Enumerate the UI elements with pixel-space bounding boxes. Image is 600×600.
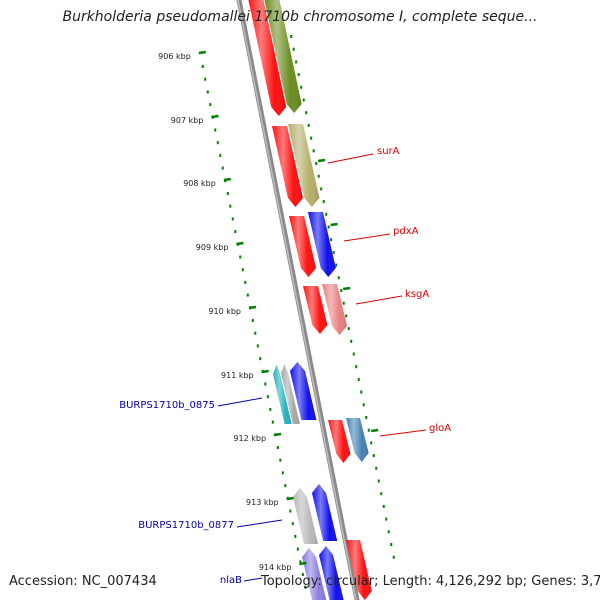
gene-label[interactable]: pdxA [393,226,419,237]
tick-track: 906 kbp 907 kbp 908 kbp 909 kbp 910 kbp 911 k… [158,50,379,572]
gene-label-track: surA pdxA ksgA gloA BURPS1710b_0875 BURPS1710… [119,146,451,586]
gene-feature[interactable] [328,420,351,463]
gene-feature[interactable] [272,126,303,207]
tick-label: 911 kbp [221,371,254,380]
tick-label: 914 kbp [259,563,292,572]
tick-label: 909 kbp [196,243,229,252]
gene-label[interactable]: ksgA [405,289,429,300]
gene-feature[interactable] [264,0,302,113]
tick-label: 913 kbp [246,498,279,507]
gene-feature[interactable] [303,286,328,334]
gene-label[interactable]: BURPS1710b_0877 [138,520,234,531]
gene-feature[interactable] [281,364,300,424]
gene-feature[interactable] [308,212,336,277]
scale-dots [201,35,395,589]
topology-summary: Topology: circular; Length: 4,126,292 bp… [261,574,600,589]
gene-feature[interactable] [288,124,320,207]
gene-feature[interactable] [273,365,292,424]
gene-feature[interactable] [346,540,372,600]
map-title: Burkholderia pseudomallei 1710b chromoso… [62,9,538,25]
backbone-line [236,0,360,600]
gene-feature[interactable] [290,362,317,420]
gene-feature[interactable] [319,546,344,600]
gene-feature[interactable] [248,0,287,116]
accession-text: Accession: NC_007434 [9,574,157,589]
gene-feature[interactable] [302,548,327,600]
tick-label: 908 kbp [183,179,216,188]
tick-label: 906 kbp [158,52,191,61]
gene-label[interactable]: nlaB [220,575,242,586]
gene-feature[interactable] [289,216,317,277]
gene-label[interactable]: surA [377,146,400,157]
feature-track [248,0,372,600]
gene-feature[interactable] [312,484,338,541]
tick-label: 907 kbp [171,116,204,125]
gene-feature[interactable] [322,284,348,335]
gene-feature[interactable] [346,418,369,462]
tick-label: 910 kbp [208,307,241,316]
gene-label[interactable]: BURPS1710b_0875 [119,400,215,411]
gene-feature[interactable] [293,488,319,544]
tick-label: 912 kbp [233,434,266,443]
gene-label[interactable]: gloA [429,423,451,434]
